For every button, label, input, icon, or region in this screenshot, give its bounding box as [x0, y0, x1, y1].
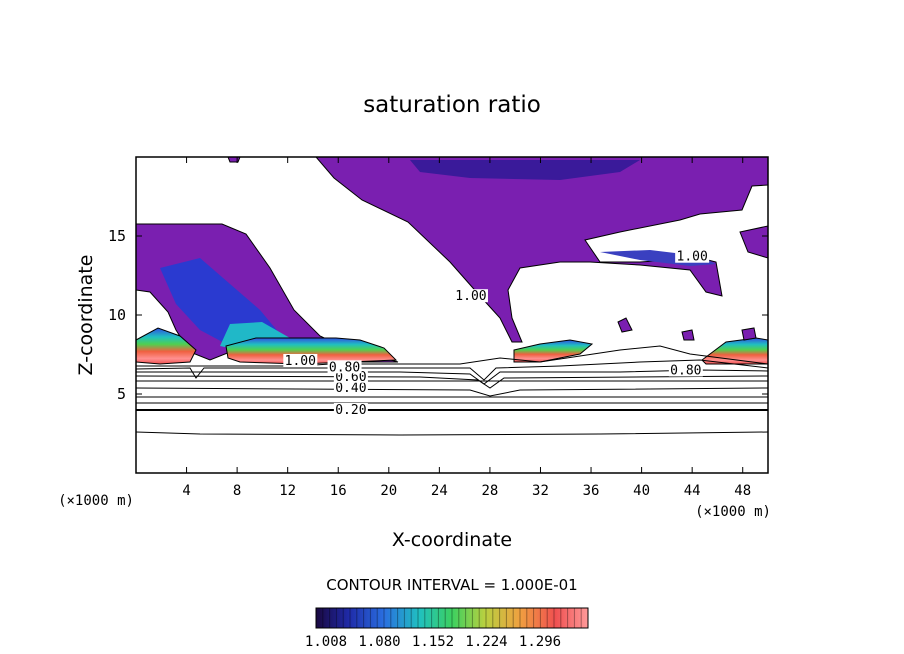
x-tick-label: 48 [734, 483, 751, 499]
region-band-left [136, 327, 197, 365]
contour-label: 0.20 [335, 403, 366, 418]
x-tick-label: 44 [684, 483, 701, 499]
colorbar-tick-label: 1.080 [358, 634, 400, 650]
x-tick-label: 40 [633, 483, 650, 499]
colorbar [315, 607, 589, 629]
x-tick-label: 12 [279, 483, 296, 499]
contour-label-bg [675, 249, 710, 263]
colorbar-tick-label: 1.152 [412, 634, 454, 650]
colorbar-tick-label: 1.224 [465, 634, 507, 650]
x-tick-label: 4 [182, 483, 190, 499]
x-tick-label: 36 [583, 483, 600, 499]
contour-label-bg [327, 360, 362, 374]
region-speck-1 [617, 317, 633, 333]
region-band-right-mid [513, 339, 594, 363]
y-tick-label: 15 [108, 227, 126, 245]
x-tick-label: 24 [431, 483, 448, 499]
contour-line-0.10 [136, 431, 768, 436]
region-upper-anvil-core [410, 160, 640, 180]
x-axis-label: X-coordinate [392, 529, 512, 551]
contour-line-0.50 [136, 387, 768, 397]
chart-title: saturation ratio [363, 92, 541, 118]
x-tick-label: 16 [330, 483, 347, 499]
x-axis: 4 8 12 16 20 24 28 32 36 40 44 48 [182, 157, 751, 499]
y-tick-label: 5 [117, 385, 126, 403]
y-axis-label: Z-coordinate [75, 255, 97, 376]
contour-label-bg [333, 402, 368, 416]
x-tick-label: 32 [532, 483, 549, 499]
region-speck-2 [681, 329, 695, 341]
y-axis: 5 10 15 [108, 227, 768, 403]
contour-label-bg [333, 380, 368, 394]
contour-label: 1.00 [455, 289, 486, 304]
colorbar-labels: 1.008 1.080 1.152 1.224 1.296 [305, 634, 561, 650]
contour-label: 0.60 [335, 370, 366, 385]
contour-label-bg [668, 363, 703, 377]
contour-interval-label: CONTOUR INTERVAL = 1.000E-01 [326, 576, 577, 594]
x-tick-label: 20 [380, 483, 397, 499]
contour-line-0.70 [136, 375, 768, 389]
contour-label: 1.00 [677, 250, 708, 265]
colorbar-stripes [322, 608, 582, 628]
y-tick-label: 10 [108, 306, 126, 324]
contour-label-bg [283, 353, 318, 367]
contour-label: 1.00 [285, 354, 316, 369]
x-tick-label: 8 [233, 483, 241, 499]
contour-label-bg [453, 289, 488, 303]
z-units-label: (×1000 m) [58, 493, 134, 509]
contour-label: 0.40 [335, 381, 366, 396]
region-anvil-right-patch [739, 225, 768, 259]
contour-fill-group [136, 157, 768, 436]
colorbar-tick-label: 1.296 [519, 634, 561, 650]
x-units-label: (×1000 m) [695, 504, 771, 520]
region-speck-3 [741, 327, 757, 341]
region-band-center [225, 337, 398, 365]
x-tick-label: 28 [481, 483, 498, 499]
contour-label: 0.80 [329, 360, 360, 375]
contour-line-1.00 [136, 345, 768, 367]
contour-labels: 0.200.400.600.801.001.001.000.80 [283, 249, 710, 418]
colorbar-tick-label: 1.008 [305, 634, 347, 650]
contour-label: 0.80 [670, 363, 701, 378]
